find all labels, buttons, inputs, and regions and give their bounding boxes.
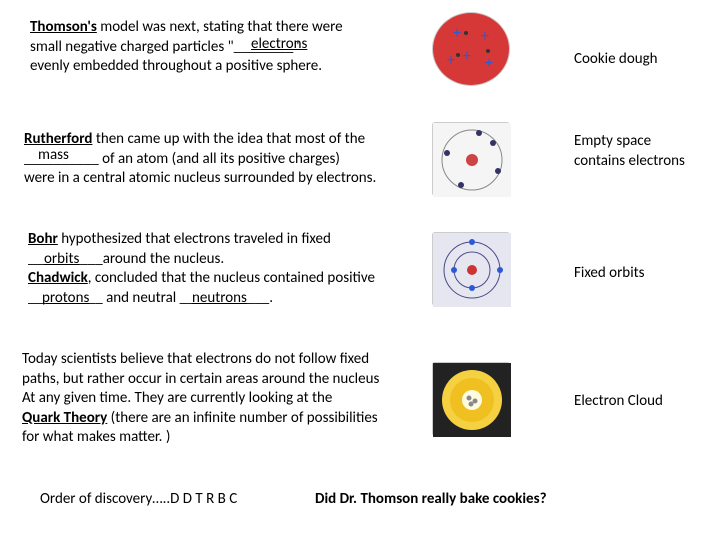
rutherford-label1: Empty space bbox=[574, 132, 685, 152]
electron-cloud-icon bbox=[433, 363, 511, 437]
bohr-label: Fixed orbits bbox=[574, 264, 645, 284]
rutherford-line2-wrap: __________ of an atom (and all its posit… bbox=[24, 150, 429, 170]
thomson-line2-wrap: small negative charged particles "______… bbox=[30, 38, 410, 58]
thomson-line3: evenly embedded throughout a positive sp… bbox=[30, 57, 410, 77]
bohr-blank-orbits: orbits bbox=[44, 250, 79, 270]
rutherford-section: Rutherford then came up with the idea th… bbox=[24, 130, 429, 189]
bohr-line3: Chadwick, concluded that the nucleus con… bbox=[28, 269, 428, 289]
today-line4: Quark Theory (there are an infinite numb… bbox=[22, 409, 432, 429]
chadwick-name: Chadwick bbox=[28, 269, 88, 287]
bohr-image bbox=[432, 232, 510, 306]
cookie-dough-icon: + + + + + bbox=[433, 13, 511, 87]
today-text: Today scientists believe that electrons … bbox=[22, 350, 432, 448]
rutherford-atom-icon bbox=[433, 123, 511, 197]
bohr-blank-neutrons: neutrons bbox=[192, 289, 247, 309]
footer-question-text: Did Dr. Thomson really bake cookies? bbox=[315, 490, 547, 508]
footer-order: Order of discovery…..D D T R B C bbox=[40, 490, 237, 510]
thomson-text: Thomson's model was next, stating that t… bbox=[30, 18, 410, 77]
rutherford-line1b: then came up with the idea that most of … bbox=[92, 130, 365, 148]
today-line1: Today scientists believe that electrons … bbox=[22, 350, 432, 370]
bohr-line1: Bohr hypothesized that electrons travele… bbox=[28, 230, 428, 250]
svg-text:+: + bbox=[453, 24, 461, 43]
thomson-section: Thomson's model was next, stating that t… bbox=[30, 18, 410, 77]
bohr-atom-icon bbox=[433, 233, 511, 307]
rutherford-blank-mass: mass bbox=[38, 146, 69, 166]
today-line3: At any given time. They are currently lo… bbox=[22, 389, 432, 409]
electron-cloud-label: Electron Cloud bbox=[574, 392, 663, 412]
svg-text:+: + bbox=[463, 47, 471, 66]
today-line2: paths, but rather occur in certain areas… bbox=[22, 370, 432, 390]
bohr-line3b: , concluded that the nucleus contained p… bbox=[88, 269, 375, 287]
rutherford-label: Empty space contains electrons bbox=[574, 132, 685, 171]
bohr-name: Bohr bbox=[28, 230, 58, 248]
svg-text:+: + bbox=[447, 51, 455, 70]
thomson-label: Cookie dough bbox=[574, 50, 658, 70]
bohr-blank-protons: protons bbox=[42, 289, 89, 309]
svg-text:+: + bbox=[485, 54, 493, 73]
svg-text:+: + bbox=[481, 27, 489, 46]
rutherford-image bbox=[432, 122, 510, 196]
bohr-line1b: hypothesized that electrons traveled in … bbox=[58, 230, 331, 248]
rutherford-label2: contains electrons bbox=[574, 152, 685, 172]
footer-question: Did Dr. Thomson really bake cookies? bbox=[315, 490, 547, 510]
bohr-text: Bohr hypothesized that electrons travele… bbox=[28, 230, 428, 308]
thomson-blank-electrons: electrons bbox=[251, 35, 307, 55]
bohr-section: Bohr hypothesized that electrons travele… bbox=[28, 230, 428, 308]
bohr-line2-wrap: __________around the nucleus. orbits bbox=[28, 250, 428, 270]
thomson-image: + + + + + bbox=[432, 12, 510, 86]
quark-theory: Quark Theory bbox=[22, 409, 107, 427]
electron-cloud-image bbox=[432, 362, 510, 436]
today-line5: for what makes matter. ) bbox=[22, 428, 432, 448]
rutherford-line2: __________ of an atom (and all its posit… bbox=[24, 150, 340, 168]
bohr-line4-wrap: __________ and neutral ____________. pro… bbox=[28, 289, 428, 309]
today-line4b: (there are an infinite number of possibi… bbox=[107, 409, 377, 427]
today-section: Today scientists believe that electrons … bbox=[22, 350, 432, 448]
rutherford-line1: Rutherford then came up with the idea th… bbox=[24, 130, 429, 150]
thomson-name: Thomson's bbox=[30, 18, 97, 36]
rutherford-line3: were in a central atomic nucleus surroun… bbox=[24, 169, 429, 189]
thomson-line1: Thomson's model was next, stating that t… bbox=[30, 18, 410, 38]
thomson-line1b: model was next, stating that there were bbox=[97, 18, 343, 36]
rutherford-text: Rutherford then came up with the idea th… bbox=[24, 130, 429, 189]
